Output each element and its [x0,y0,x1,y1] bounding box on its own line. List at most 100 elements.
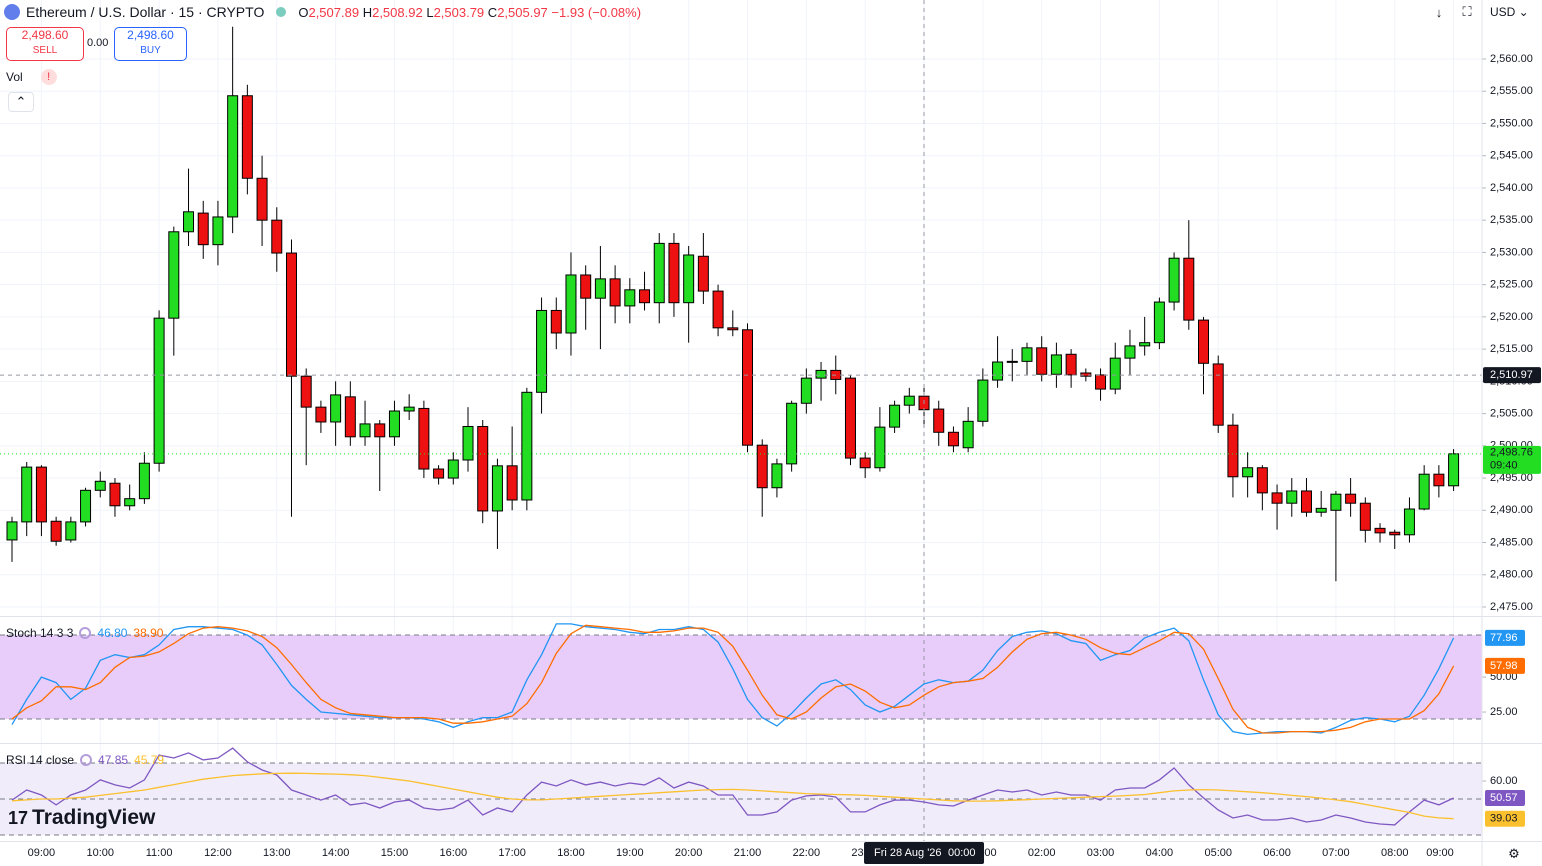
candle-body [1109,357,1121,390]
candle-body [271,219,283,254]
currency: USD [1490,5,1516,19]
candle-body [330,394,342,423]
candle-body [1418,473,1430,510]
stoch-legend: Stoch 14 3 3 46.80 38.90 [6,626,163,640]
y-tick-label: 2,490.00 [1490,504,1533,516]
x-tick-label: 19:00 [616,847,644,859]
l-label: L [426,4,434,20]
crosshair-time-badge [864,842,985,864]
y-tick-label: 50.00 [1490,671,1518,683]
candle-body [1374,527,1386,534]
candle-body [977,379,989,422]
candle-body [344,396,356,438]
y-tick-label: 2,545.00 [1490,150,1533,162]
volume-legend: Vol ! [6,69,57,85]
candle-body [1286,490,1298,504]
buy-label: BUY [140,45,161,56]
candle-body [1315,507,1327,513]
collapse-button[interactable]: ⌃ [8,92,34,112]
candle-body [903,395,915,406]
candle-body [844,377,856,459]
settings-icon[interactable] [80,754,93,766]
x-tick-label: 14:00 [322,847,350,859]
candle-body [124,498,136,507]
volume-label[interactable]: Vol [6,70,23,84]
stoch-title[interactable]: Stoch 14 3 3 [6,626,74,640]
candle-body [35,466,47,523]
candle-body [50,520,62,542]
warning-icon[interactable]: ! [40,69,57,85]
candle-body [359,423,371,438]
x-tick-label: 06:00 [1263,847,1291,859]
candle-body [212,216,224,246]
x-tick-label: 20:00 [675,847,703,859]
candle-body [1139,342,1151,347]
candle-body [800,377,812,404]
currency-selector[interactable]: USD ⌄ [1490,5,1529,19]
candle-body [433,468,445,479]
candle-body [1271,492,1283,504]
candle-body [138,462,150,500]
candle-body [315,406,327,423]
y-tick-label: 2,505.00 [1490,407,1533,419]
ohlc: O2,507.89 H2,508.92 L2,503.79 C2,505.97 … [298,5,641,20]
candle-body [183,211,195,233]
x-tick-label: 07:00 [1322,847,1350,859]
candle-body [712,290,724,329]
y-tick-label: 2,515.00 [1490,343,1533,355]
candle-body [962,420,974,449]
candle-body [742,329,753,446]
c-value: 2,505.97 [497,4,548,20]
buy-button[interactable]: 2,498.60 BUY [114,27,187,61]
value-badge [1485,629,1525,646]
candle-body [874,426,886,469]
candle-body [536,309,548,393]
x-tick-label: 09:00 [28,847,56,859]
y-tick-label: 2,525.00 [1490,279,1533,291]
candle-body [65,521,77,541]
candle-body [815,369,827,379]
candle-body [697,255,709,292]
candle-body [609,278,621,307]
candle-body [227,95,239,218]
x-tick-label: 12:00 [204,847,232,859]
download-button[interactable]: ↓ [1435,4,1443,20]
change: −1.93 (−0.08%) [551,4,642,20]
sell-label: SELL [32,45,58,56]
candle-body [506,465,518,501]
symbol-header: Ethereum / U.S. Dollar · 15 · CRYPTO O2,… [4,2,641,22]
x-tick-label: 17:00 [498,847,526,859]
value-badge [1485,789,1525,806]
rsi-title[interactable]: RSI 14 close [6,753,75,767]
candle-body [668,242,680,304]
spread: 0.00 [87,37,109,49]
settings-button[interactable]: ⚙ [1508,846,1520,861]
sell-button[interactable]: 2,498.60 SELL [6,27,84,61]
candle-body [1212,363,1224,426]
fullscreen-button[interactable]: ⛶ [1462,4,1472,19]
logo[interactable]: 17 TradingView [8,806,155,830]
candle-body [1389,531,1401,536]
x-tick-label: 21:00 [734,847,762,859]
h-label: H [362,4,373,20]
marks [0,0,1482,841]
candle-body [285,252,297,377]
last-price-label: 2,498.76 [1490,447,1533,459]
candle-body [418,407,430,470]
x-tick-label: 15:00 [381,847,409,859]
symbol-name[interactable]: Ethereum / U.S. Dollar · 15 · CRYPTO [26,4,265,20]
candle-body [992,361,1004,381]
settings-icon[interactable] [79,627,92,639]
y-tick-label: 2,540.00 [1490,182,1533,194]
candle-body [653,242,665,304]
x-tick-label: 02:00 [1028,847,1056,859]
candle-body [80,489,92,523]
crosshair-price: 2,510.97 [1490,369,1533,381]
candle-body [1168,257,1180,303]
y-tick-label: 2,560.00 [1490,53,1533,65]
x-tick-label: 22:00 [793,847,821,859]
candle-body [197,212,209,246]
candle-body [1198,319,1210,364]
